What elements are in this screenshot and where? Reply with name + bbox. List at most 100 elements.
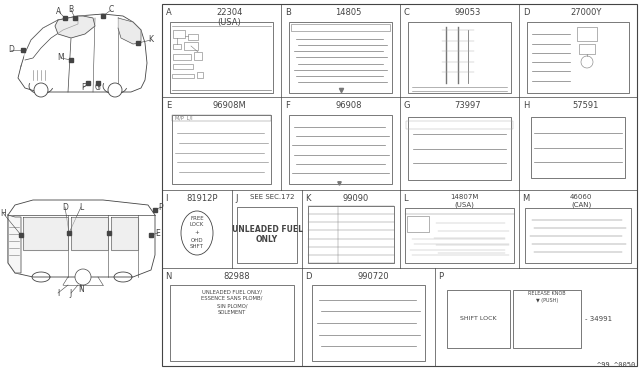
Text: I: I [57,289,59,298]
Circle shape [75,269,91,285]
Bar [173,30,185,38]
Bar [172,115,271,121]
Text: 990720: 990720 [358,272,389,281]
Polygon shape [55,16,95,38]
Text: SIN PLOMO/: SIN PLOMO/ [217,303,247,308]
Bar [184,42,198,50]
Text: 14807M
(USA): 14807M (USA) [451,194,479,208]
Text: A: A [56,7,61,16]
Text: 99090: 99090 [343,194,369,203]
Bar [172,115,271,184]
Text: SEE SEC.172: SEE SEC.172 [250,194,294,200]
Polygon shape [8,215,21,273]
Bar [173,64,193,69]
Text: G: G [404,101,410,110]
Text: E: E [166,101,172,110]
Text: J: J [235,194,237,203]
Bar [513,290,581,348]
Text: UNLEADED FUEL ONLY/: UNLEADED FUEL ONLY/ [202,289,262,294]
Text: K: K [148,35,154,45]
Polygon shape [71,217,108,250]
Text: N: N [165,272,172,281]
Bar [405,208,514,263]
Bar [407,216,429,232]
Bar [197,72,203,78]
Bar [237,207,297,263]
Text: D: D [523,8,529,17]
Bar [408,22,511,93]
Text: H: H [0,208,6,218]
Text: D: D [62,202,68,212]
Text: ^99 ^0050: ^99 ^0050 [596,362,635,368]
Bar [291,24,390,31]
Text: 99053: 99053 [454,8,481,17]
Text: D: D [305,272,312,281]
Text: 82988: 82988 [224,272,250,281]
Text: RELEASE KNOB: RELEASE KNOB [528,291,566,296]
Text: M: M [58,54,64,62]
Text: ONLY: ONLY [256,235,278,244]
Text: A: A [166,8,172,17]
Text: M/P  L/I: M/P L/I [175,115,193,121]
Text: 73997: 73997 [454,101,481,110]
Bar [406,121,513,129]
Bar [308,206,394,263]
Bar [173,54,191,60]
Bar [170,22,273,93]
Text: I: I [165,194,168,203]
Text: - 34991: - 34991 [585,316,612,322]
Text: F: F [81,83,85,93]
Text: P: P [159,202,163,212]
Text: 14805: 14805 [335,8,362,17]
Bar [162,4,637,366]
Text: 57591: 57591 [573,101,599,110]
Bar [577,27,597,41]
Text: FREE: FREE [190,215,204,221]
Text: M: M [522,194,529,203]
Bar [447,290,510,348]
Text: K: K [305,194,310,203]
Bar [579,44,595,54]
Bar [289,115,392,184]
Text: +: + [195,230,200,234]
Text: 27000Y: 27000Y [570,8,602,17]
Text: E: E [156,228,161,237]
Text: L: L [403,194,408,203]
Text: 96908: 96908 [335,101,362,110]
Bar [525,208,631,263]
Bar [408,117,511,180]
Polygon shape [25,16,78,60]
Bar [289,22,392,93]
Text: LOCK: LOCK [190,222,204,228]
Text: ESSENCE SANS PLOMB/: ESSENCE SANS PLOMB/ [202,296,262,301]
Text: L: L [79,202,83,212]
Text: H: H [523,101,529,110]
Bar [312,285,425,361]
Polygon shape [118,18,141,44]
Text: OHD: OHD [191,237,204,243]
Text: ▼ (PUSH): ▼ (PUSH) [536,298,558,303]
Text: 22304
(USA): 22304 (USA) [216,8,243,28]
Bar [527,22,629,93]
Text: J: J [70,289,72,298]
Text: G: G [95,83,101,93]
Bar [172,74,194,78]
Bar [194,52,202,60]
Bar [173,44,181,49]
Text: F: F [285,101,290,110]
Polygon shape [23,217,68,250]
Text: P: P [438,272,443,281]
Text: SHFT: SHFT [190,244,204,250]
Text: 81912P: 81912P [186,194,218,203]
Bar [531,117,625,178]
Bar [188,34,198,40]
Text: D: D [8,45,14,55]
Text: UNLEADED FUEL: UNLEADED FUEL [232,225,303,234]
Circle shape [34,83,48,97]
Text: C: C [108,6,114,15]
Text: 96908M: 96908M [212,101,246,110]
Polygon shape [111,217,138,250]
Text: C: C [404,8,410,17]
Text: 46060
(CAN): 46060 (CAN) [570,194,592,208]
Text: N: N [78,285,84,295]
